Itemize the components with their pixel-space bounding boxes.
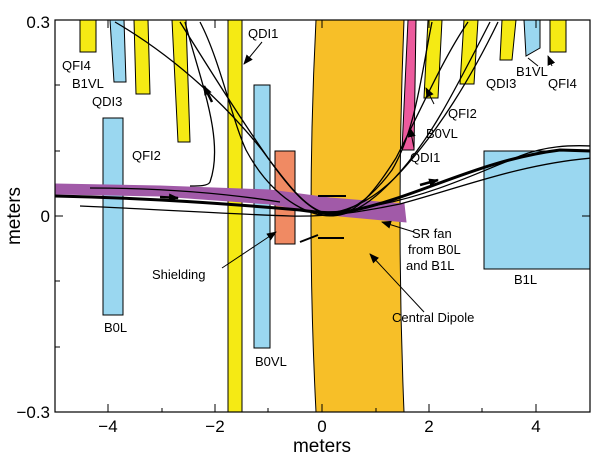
qfi4-left-magnet <box>79 20 97 53</box>
y-tick-label: 0 <box>41 207 50 226</box>
qdi3-left-magnet <box>133 20 151 95</box>
label-qfi4-right: QFI4 <box>548 76 577 91</box>
label-b0vl-right: B0VL <box>426 126 458 141</box>
beam-arrow-right <box>419 178 439 187</box>
y-axis-title: meters <box>4 187 25 245</box>
trajectory-lower-2 <box>89 187 281 203</box>
label-qdi3-right: QDI3 <box>486 76 516 91</box>
b0l-magnet <box>102 117 124 316</box>
y-tick-label: 0.3 <box>26 13 50 32</box>
plot-area <box>55 20 590 412</box>
x-tick-label: 4 <box>531 417 540 436</box>
label-qfi2-left: QFI2 <box>132 148 161 163</box>
b1vl-right-magnet <box>523 20 541 57</box>
trajectory-qfi2-loop <box>184 21 216 187</box>
label-qfi4-left: QFI4 <box>62 58 91 73</box>
label-b0l: B0L <box>104 320 127 335</box>
x-tick-label: −4 <box>98 417 117 436</box>
b1l-magnet <box>483 150 590 270</box>
b1vl-left-magnet <box>109 20 127 83</box>
qfi2-left-magnet <box>171 20 191 143</box>
x-tick-label: 2 <box>424 417 433 436</box>
beam-arrow-up <box>202 85 214 103</box>
b0vl-right-magnet <box>423 20 443 99</box>
trajectory-upper-left-3 <box>199 21 491 217</box>
b0vl-left-magnet <box>253 84 271 349</box>
qfi4-right-magnet <box>549 20 567 53</box>
sr-fan <box>55 183 407 223</box>
y-tick-label: −0.3 <box>16 403 50 422</box>
tick-marks <box>55 20 590 412</box>
trajectory-lower-1 <box>79 157 590 217</box>
label-b0vl-bottom: B0VL <box>255 354 287 369</box>
beam-arrow-left <box>159 193 179 202</box>
label-shielding: Shielding <box>152 267 206 282</box>
trajectory-right-1 <box>371 145 590 207</box>
label-b1vl-left: B1VL <box>72 76 104 91</box>
label-central-dipole: Central Dipole <box>392 310 474 325</box>
label-qdi1-right: QDI1 <box>410 150 440 165</box>
label-qdi1-top: QDI1 <box>248 26 278 41</box>
label-b1l: B1L <box>514 272 537 287</box>
beam-trajectories <box>55 21 590 217</box>
x-tick-label: 0 <box>317 417 326 436</box>
x-tick-label: −2 <box>205 417 224 436</box>
leader-lines <box>221 41 556 313</box>
label-b1vl-right: B1VL <box>516 64 548 79</box>
label-sr-fan-line3: and B1L <box>406 258 454 273</box>
qdi3-right-magnet <box>499 20 517 61</box>
trajectory-upper-right-long <box>317 21 499 215</box>
label-sr-fan-line1: SR fan <box>412 226 452 241</box>
x-axis-title: meters <box>293 436 351 457</box>
mask-lower-slant <box>299 234 319 243</box>
label-sr-fan-line2: from B0L <box>408 242 461 257</box>
label-qfi2-right: QFI2 <box>448 106 477 121</box>
label-qdi3-left: QDI3 <box>92 94 122 109</box>
qdi1-left-magnet <box>227 20 243 412</box>
